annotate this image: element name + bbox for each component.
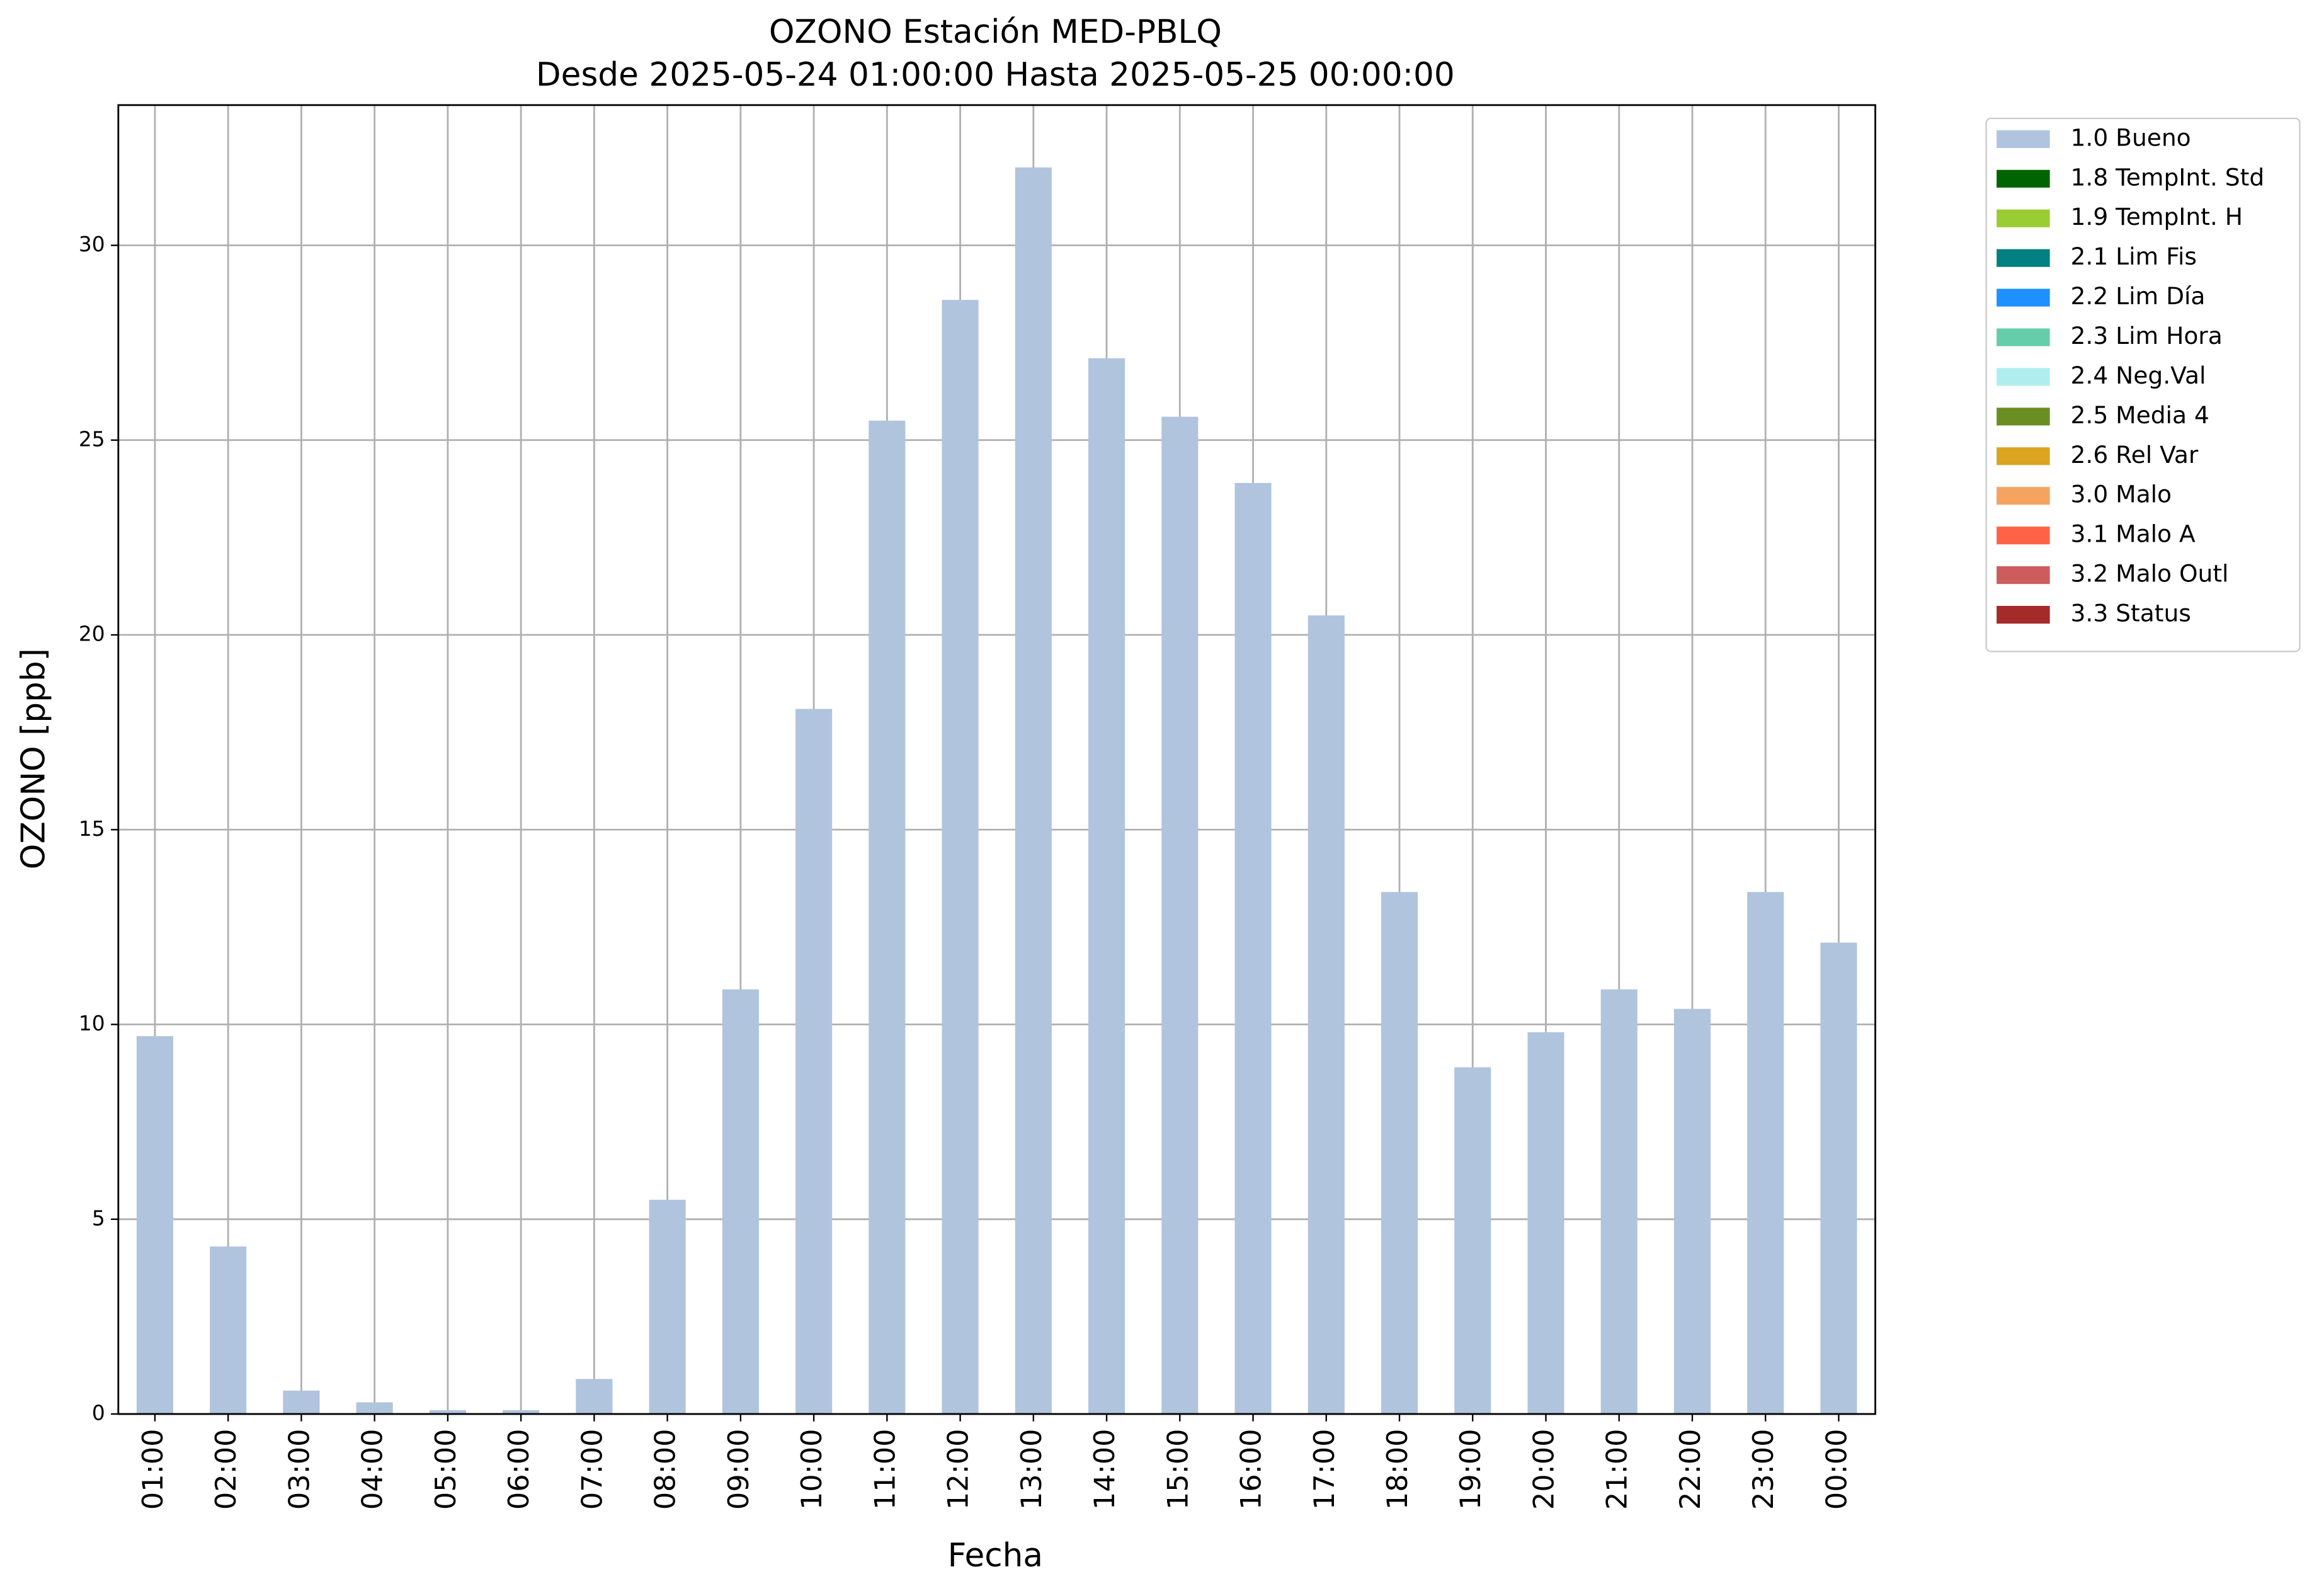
bar [869, 420, 906, 1415]
y-tick-label: 25 [79, 426, 105, 451]
legend-swatch [1997, 130, 2050, 148]
x-tick-label: 22:00 [1674, 1429, 1707, 1510]
bar [429, 1410, 466, 1415]
legend-swatch [1997, 169, 2050, 188]
x-tick-label: 12:00 [942, 1429, 975, 1510]
legend-swatch [1997, 447, 2050, 465]
x-tick-label: 00:00 [1820, 1429, 1853, 1510]
legend-label: 2.1 Lim Fis [2071, 242, 2197, 270]
x-tick-label: 13:00 [1015, 1429, 1048, 1510]
legend-label: 2.2 Lim Día [2071, 282, 2206, 310]
x-axis-label: Fecha [948, 1537, 1043, 1575]
bar [795, 709, 833, 1415]
bar [503, 1410, 540, 1415]
y-tick-label: 5 [92, 1206, 105, 1230]
y-tick-label: 15 [79, 816, 105, 841]
bar [1234, 482, 1272, 1415]
bar [1381, 892, 1418, 1415]
legend-swatch [1997, 566, 2050, 584]
x-tick-label: 10:00 [795, 1429, 828, 1510]
legend-label: 2.3 Lim Hora [2071, 322, 2223, 350]
x-tick-label: 21:00 [1601, 1429, 1634, 1510]
legend-swatch [1997, 249, 2050, 267]
legend-label: 3.2 Malo Outl [2071, 560, 2229, 588]
x-tick-label: 02:00 [210, 1429, 242, 1510]
x-tick-label: 05:00 [430, 1429, 462, 1510]
legend-swatch [1997, 209, 2050, 227]
x-tick-label: 17:00 [1308, 1429, 1341, 1510]
bar [1161, 416, 1199, 1415]
x-tick-label: 23:00 [1747, 1429, 1780, 1510]
legend-label: 2.5 Media 4 [2071, 401, 2209, 429]
x-tick-label: 11:00 [869, 1429, 901, 1510]
legend-label: 1.9 TempInt. H [2071, 203, 2243, 231]
x-tick-label: 14:00 [1088, 1429, 1121, 1510]
bar [1673, 1008, 1711, 1415]
legend-swatch [1997, 288, 2050, 307]
chart-title: OZONO Estación MED-PBLQ [769, 13, 1222, 51]
bar [1527, 1032, 1564, 1415]
y-tick-label: 0 [92, 1401, 105, 1425]
y-tick-label: 20 [79, 622, 105, 646]
bar [1015, 167, 1052, 1415]
x-tick-label: 03:00 [283, 1429, 316, 1510]
x-tick-label: 01:00 [137, 1429, 169, 1510]
chart-subtitle: Desde 2025-05-24 01:00:00 Hasta 2025-05-… [536, 56, 1455, 94]
x-tick-label: 15:00 [1161, 1429, 1194, 1510]
bar [1820, 942, 1857, 1415]
bar [283, 1390, 320, 1415]
x-tick-label: 20:00 [1527, 1429, 1560, 1510]
legend-swatch [1997, 328, 2050, 346]
bar [649, 1199, 686, 1415]
x-tick-label: 07:00 [576, 1429, 608, 1510]
x-tick-label: 18:00 [1381, 1429, 1414, 1510]
legend-swatch [1997, 527, 2050, 545]
legend-label: 2.6 Rel Var [2071, 441, 2199, 469]
x-tick-label: 08:00 [649, 1429, 682, 1510]
y-tick-label: 30 [79, 232, 105, 256]
legend-label: 3.1 Malo A [2071, 520, 2196, 548]
x-tick-label: 04:00 [356, 1429, 389, 1510]
bar [1600, 989, 1638, 1415]
legend-box [1985, 117, 2301, 653]
x-tick-label: 06:00 [503, 1429, 535, 1510]
legend-swatch [1997, 408, 2050, 426]
legend-label: 1.8 TempInt. Std [2071, 163, 2265, 191]
legend-label: 1.0 Bueno [2071, 123, 2191, 151]
bar [1088, 358, 1125, 1415]
bar [1747, 892, 1784, 1415]
x-tick-label: 16:00 [1235, 1429, 1268, 1510]
bar [356, 1402, 393, 1415]
legend-swatch [1997, 605, 2050, 624]
y-axis-label: OZONO [ppb] [14, 648, 52, 869]
bar [942, 300, 979, 1415]
legend-label: 2.4 Neg.Val [2071, 362, 2206, 389]
bar [210, 1246, 247, 1415]
bar [1454, 1067, 1491, 1415]
bar [576, 1379, 613, 1415]
legend-label: 3.0 Malo [2071, 481, 2172, 508]
legend-swatch [1997, 368, 2050, 386]
bar [1308, 615, 1345, 1415]
bar [722, 989, 759, 1415]
x-tick-label: 19:00 [1454, 1429, 1487, 1510]
plot-frame [117, 104, 1876, 1415]
legend-label: 3.3 Status [2071, 600, 2191, 627]
y-tick-label: 10 [79, 1011, 105, 1035]
x-tick-label: 09:00 [722, 1429, 755, 1510]
legend-swatch [1997, 487, 2050, 505]
bar [136, 1036, 174, 1415]
